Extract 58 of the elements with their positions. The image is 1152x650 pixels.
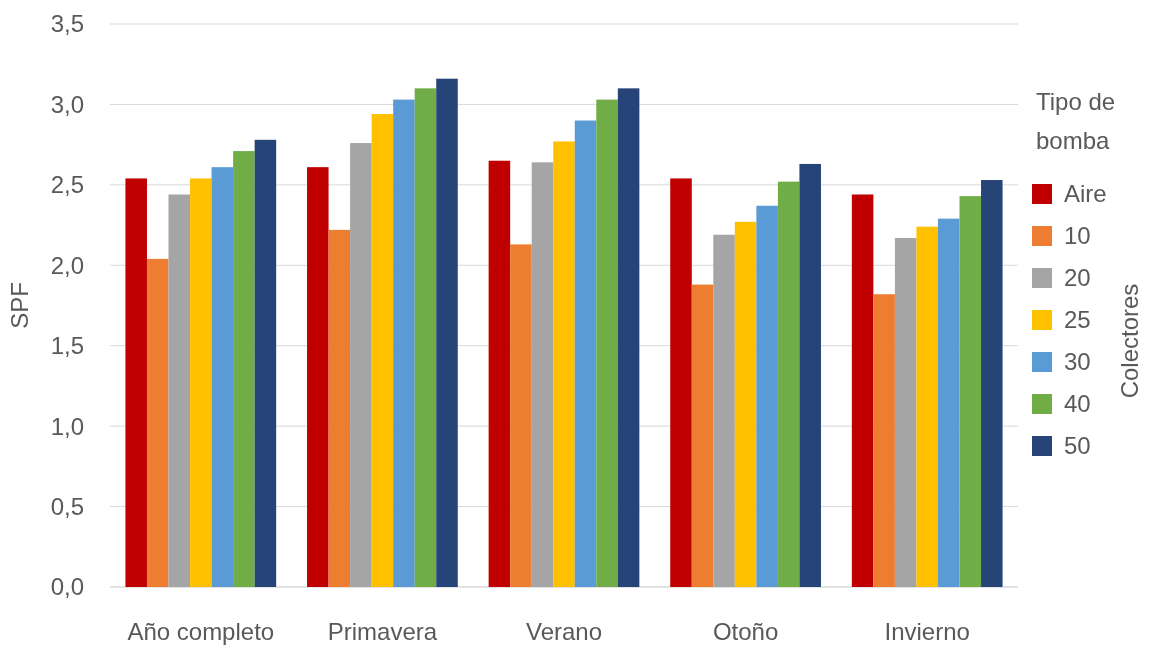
legend-title: Tipo de bomba [1036,88,1116,154]
bar [596,99,618,587]
bar [756,205,778,587]
y-tick-label: 1,0 [50,412,84,440]
legend-label: 25 [1064,306,1091,334]
bar [414,88,437,587]
bar [574,120,597,587]
bar [734,221,757,587]
bar [350,143,372,587]
x-tick-label: Invierno [884,618,970,645]
bar [307,167,329,587]
legend-label: 50 [1064,432,1091,460]
bar [691,284,714,587]
bar [851,194,874,587]
legend-label: Aire [1064,180,1107,208]
bar [510,244,532,587]
bar [146,258,169,587]
bar [937,218,960,587]
legend-label: 10 [1064,222,1091,250]
x-tick-label: Otoño [712,618,779,645]
bar [328,229,351,587]
x-tick-label: Año completo [127,618,275,645]
bar [531,162,554,587]
bar [959,196,982,587]
bar [436,78,458,587]
bar [916,226,938,587]
x-tick-label: Verano [525,618,603,645]
y-tick-label: 0,5 [50,492,84,520]
bar [371,114,394,587]
bar [233,151,255,587]
legend-label: 20 [1064,264,1091,292]
bar [617,88,640,587]
y-tick-label: 2,5 [50,171,84,199]
bar [190,178,212,587]
bar [799,163,821,587]
y-axis-title: SPF [6,282,33,329]
y-tick-label: 2,0 [50,251,84,279]
bar [254,139,277,587]
bar [981,180,1003,587]
y-tick-label: 1,5 [50,332,84,360]
text: Colectores [1116,283,1143,399]
bar [211,167,234,587]
bar [125,178,147,587]
bar [393,99,415,587]
y-tick-label: 3,0 [50,90,84,118]
bar [168,194,191,587]
bar [777,181,800,587]
x-tick-label: Primavera [327,618,438,645]
bar [670,178,692,587]
bar [873,294,895,587]
legend-label: 40 [1064,390,1091,418]
bar [713,234,735,587]
bar [553,141,575,587]
y-tick-label: 0,0 [50,573,84,601]
bar [488,160,511,587]
legend-label: 30 [1064,348,1091,376]
y-tick-label: 3,5 [50,10,84,38]
bar [894,237,917,587]
